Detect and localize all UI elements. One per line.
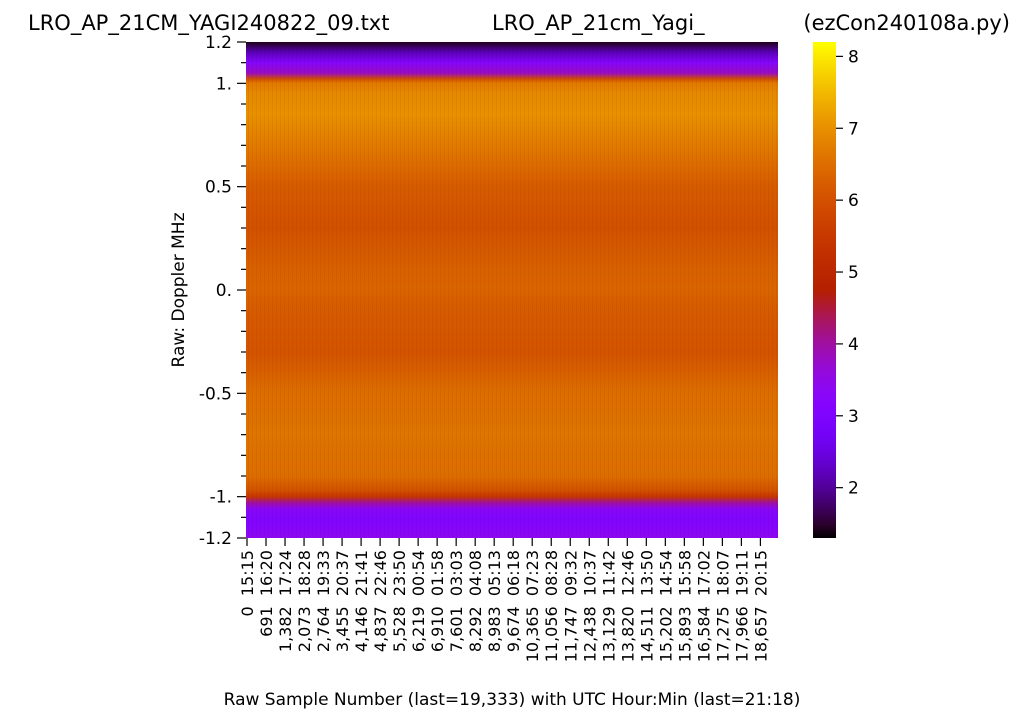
y-tick-label: -1.2 <box>199 529 232 549</box>
colorbar-axis: 2 3 4 5 6 7 8 <box>836 47 859 499</box>
x-tick-label: 17,275 18:07 <box>713 550 732 662</box>
x-tick-label: 3,455 20:37 <box>333 550 352 652</box>
colorbar-tick-label: 5 <box>848 263 859 283</box>
x-tick-label: 11,747 09:32 <box>561 550 580 662</box>
x-tick-label: 14,511 13:50 <box>637 550 656 662</box>
x-tick-label: 5,528 23:50 <box>390 550 409 652</box>
colorbar-tick-label: 8 <box>848 47 859 67</box>
x-axis: 0 15:15 691 16:20 1,382 17:24 2,073 18:28 2,… <box>238 538 770 662</box>
colorbar-tick-label: 3 <box>848 407 859 427</box>
x-tick-label: 18,657 20:15 <box>751 550 770 662</box>
x-tick-label: 2,764 19:33 <box>314 550 333 652</box>
x-tick-label: 4,837 22:46 <box>371 550 390 652</box>
x-tick-label: 16,584 17:02 <box>694 550 713 662</box>
x-tick-label: 10,365 07:23 <box>523 550 542 662</box>
x-tick-label: 0 15:15 <box>238 550 257 616</box>
header-center: LRO_AP_21cm_Yagi_ <box>492 11 705 36</box>
x-tick-label: 9,674 06:18 <box>504 550 523 652</box>
x-tick-label: 6,910 01:58 <box>428 550 447 652</box>
colorbar-tick-label: 6 <box>848 191 859 211</box>
y-tick-label: -0.5 <box>199 384 232 404</box>
x-tick-label: 12,438 10:37 <box>580 550 599 662</box>
y-tick-label: 0.5 <box>205 178 232 198</box>
x-tick-label: 15,202 14:54 <box>656 550 675 662</box>
x-tick-label: 691 16:20 <box>257 550 276 637</box>
x-tick-label: 11,056 08:28 <box>542 550 561 662</box>
x-tick-label: 15,893 15:58 <box>675 550 694 662</box>
x-tick-label: 13,820 12:46 <box>618 550 637 662</box>
heatmap-column-texture <box>246 42 778 538</box>
x-tick-label: 17,966 19:11 <box>732 550 751 662</box>
y-axis: 1.2 1. 0.5 0. -0.5 -1. -1.2 <box>199 33 246 549</box>
x-tick-label: 2,073 18:28 <box>295 550 314 652</box>
x-tick-label: 1,382 17:24 <box>276 550 295 652</box>
x-tick-label: 8,292 04:08 <box>466 550 485 652</box>
header-left: LRO_AP_21CM_YAGI240822_09.txt <box>28 11 389 36</box>
y-tick-label: -1. <box>210 488 232 508</box>
colorbar-tick-label: 2 <box>848 479 859 499</box>
colorbar-tick-label: 4 <box>848 335 859 355</box>
y-axis-label: Raw: Doppler MHz <box>169 212 189 367</box>
x-tick-label: 4,146 21:41 <box>352 550 371 652</box>
colorbar <box>813 42 836 538</box>
x-tick-label: 7,601 03:03 <box>447 550 466 652</box>
x-tick-label: 6,219 00:54 <box>409 550 428 652</box>
y-tick-label: 1.2 <box>205 33 232 53</box>
x-tick-label: 8,983 05:13 <box>485 550 504 652</box>
colorbar-tick-label: 7 <box>848 119 859 139</box>
x-axis-label: Raw Sample Number (last=19,333) with UTC… <box>224 690 801 710</box>
x-tick-label: 13,129 11:42 <box>599 550 618 662</box>
header-right: (ezCon240108a.py) <box>803 11 1010 35</box>
y-tick-label: 0. <box>216 281 232 301</box>
y-tick-label: 1. <box>216 74 232 94</box>
